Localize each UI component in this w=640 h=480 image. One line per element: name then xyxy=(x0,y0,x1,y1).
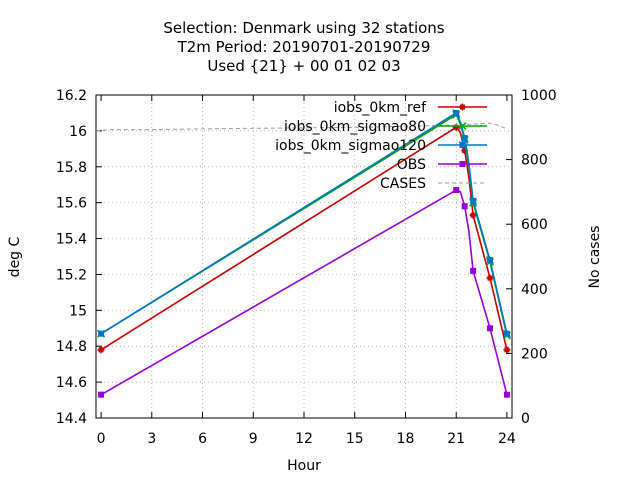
legend-label: iobs_0km_sigmao80 xyxy=(284,119,426,135)
data-point xyxy=(453,187,460,194)
y-tick-label: 14.6 xyxy=(56,375,87,391)
y-tick-label: 15 xyxy=(69,303,87,319)
data-point xyxy=(98,391,105,398)
data-point xyxy=(459,161,466,167)
data-point xyxy=(98,347,104,353)
y-tick-label: 15.2 xyxy=(56,267,87,283)
data-point xyxy=(458,121,467,131)
y-tick-label: 14.4 xyxy=(56,411,87,427)
x-tick-label: 6 xyxy=(198,431,207,447)
y-tick-label: 15.8 xyxy=(56,160,87,176)
y-tick-label: 15.4 xyxy=(56,232,87,248)
y2-tick-label: 200 xyxy=(521,346,548,362)
y-tick-label: 16.2 xyxy=(56,88,87,104)
x-tick-label: 21 xyxy=(447,431,465,447)
y2-tick-label: 400 xyxy=(521,282,548,298)
x-tick-label: 18 xyxy=(397,431,415,447)
data-point xyxy=(458,141,467,149)
legend-label: OBS xyxy=(397,157,426,173)
data-point xyxy=(487,275,493,281)
series-obs xyxy=(98,187,510,398)
grid-lines xyxy=(96,95,512,418)
series-line xyxy=(95,122,508,132)
data-point xyxy=(453,124,459,130)
y-tick-label: 16 xyxy=(69,124,87,140)
x-tick-label: 12 xyxy=(295,431,313,447)
y2-tick-label: 600 xyxy=(521,217,548,233)
axes xyxy=(95,94,513,419)
data-point xyxy=(470,212,476,218)
y-tick-label: 15.6 xyxy=(56,196,87,212)
data-point xyxy=(469,196,478,205)
y2-axis-label: No cases xyxy=(587,226,603,289)
data-point xyxy=(97,329,105,338)
legend: iobs_0km_ref iobs_0km_sigmao80 iobs_0km_si… xyxy=(275,100,487,192)
series-line xyxy=(100,189,508,396)
chart-title: Selection: Denmark using 32 stations T2m… xyxy=(163,19,444,75)
tick-labels: 0 3 6 9 12 15 18 21 24 14.4 14.6 14.8 15 15.2 15.4 15.6… xyxy=(56,88,557,447)
x-tick-label: 3 xyxy=(147,431,156,447)
data-point xyxy=(460,104,465,110)
series-layer xyxy=(95,109,511,398)
title-line-1: Selection: Denmark using 32 stations xyxy=(163,19,444,37)
y2-tick-label: 1000 xyxy=(521,88,557,104)
data-point xyxy=(470,267,477,274)
x-axis-label: Hour xyxy=(287,458,321,474)
y2-tick-label: 800 xyxy=(521,153,548,169)
legend-label: iobs_0km_ref xyxy=(334,100,427,116)
y-tick-label: 14.8 xyxy=(56,339,87,355)
data-point xyxy=(452,109,461,117)
data-point xyxy=(503,391,510,398)
x-tick-label: 9 xyxy=(249,431,258,447)
y2-tick-label: 0 xyxy=(521,411,530,427)
x-tick-label: 15 xyxy=(346,431,364,447)
legend-label: CASES xyxy=(380,176,426,192)
title-line-3: Used {21} + 00 01 02 03 xyxy=(207,57,400,75)
data-point xyxy=(503,329,511,338)
y-axis-label: deg C xyxy=(7,236,23,277)
data-point xyxy=(460,134,469,142)
series-iobs-0km-sigmao120 xyxy=(97,109,511,338)
data-point xyxy=(487,325,494,332)
title-line-2: T2m Period: 20190701-20190729 xyxy=(177,38,431,56)
data-point xyxy=(504,347,510,353)
data-point xyxy=(461,203,468,210)
legend-label: iobs_0km_sigmao120 xyxy=(275,138,426,154)
x-tick-label: 0 xyxy=(97,431,106,447)
data-point xyxy=(462,148,468,154)
series-cases xyxy=(95,122,508,132)
x-tick-label: 24 xyxy=(498,431,516,447)
data-point xyxy=(486,256,494,265)
